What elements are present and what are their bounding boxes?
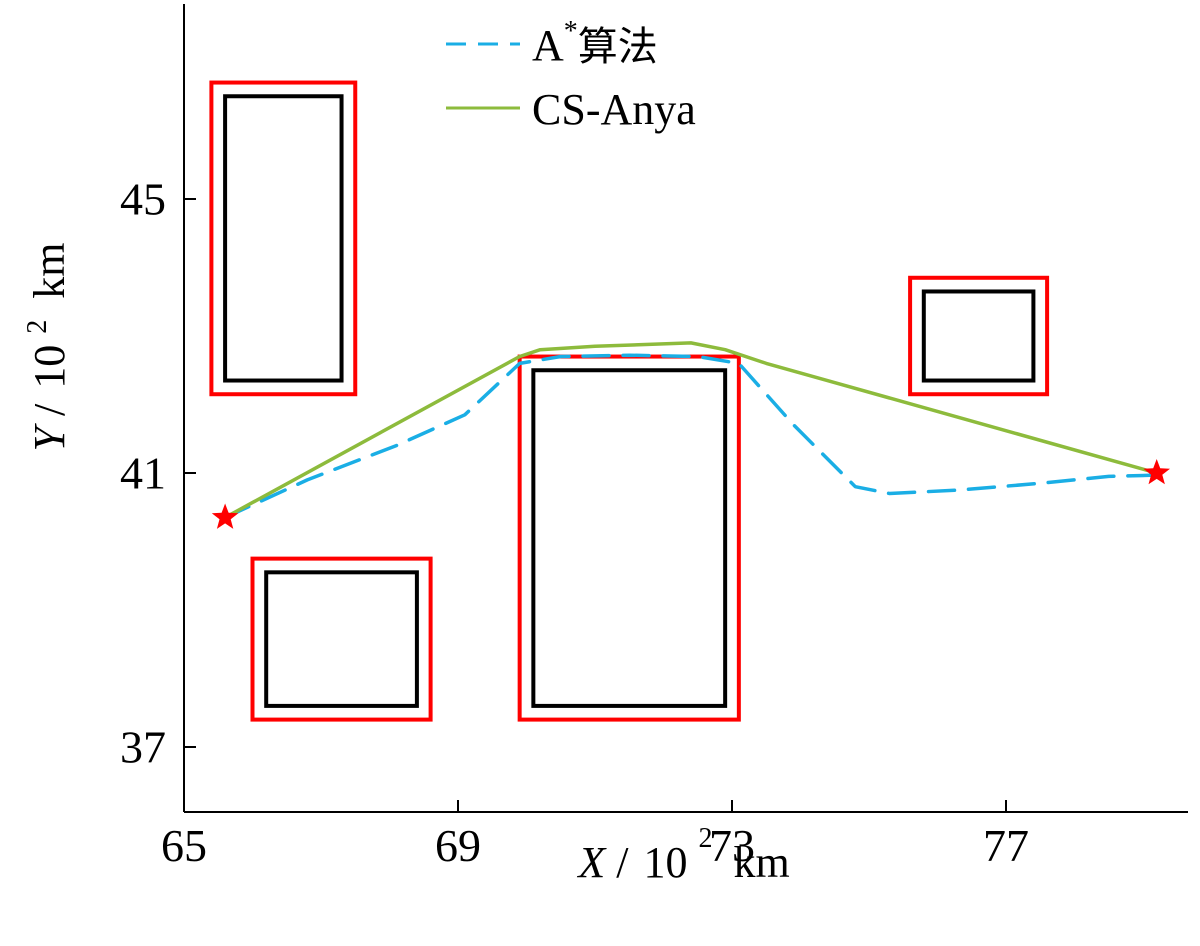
y-tick-label: 37 <box>120 722 166 773</box>
x-tick-label: 69 <box>435 820 481 871</box>
series-astar-path <box>223 353 1159 520</box>
series-layer <box>223 341 1159 520</box>
x-axis-unit: km <box>733 838 789 887</box>
legend-label-cs-anya: CS-Anya <box>532 85 696 134</box>
safety-boundary-4 <box>908 275 1050 397</box>
x-axis-label: X / 10 2 km <box>576 820 789 887</box>
y-axis-unit-base: 10 <box>25 345 74 389</box>
x-tick-label: 65 <box>161 820 207 871</box>
safety-boundary-1 <box>209 80 358 397</box>
obstacle-4 <box>921 289 1036 383</box>
safety-boundary-3 <box>517 354 741 722</box>
legend-label-astar: A*算法 <box>532 16 658 70</box>
x-axis-unit-base: 10 <box>643 838 687 887</box>
x-axis-sep: / <box>616 838 629 887</box>
start-marker <box>211 503 239 529</box>
goal-marker <box>1143 459 1170 485</box>
legend: A*算法 CS-Anya <box>446 16 696 134</box>
x-axis-unit-exp: 2 <box>698 823 712 854</box>
y-axis-sep: / <box>25 403 74 416</box>
obstacle-1 <box>223 94 344 383</box>
series-cs-anya-path <box>223 341 1159 520</box>
obstacle-3 <box>531 368 728 708</box>
obstacle-2 <box>264 570 419 708</box>
y-axis-unit: km <box>25 243 74 299</box>
marker-layer <box>211 459 1170 529</box>
safety-boundary-2 <box>250 556 433 722</box>
tick-layer: 65 69 73 77 37 41 45 <box>120 174 1029 871</box>
y-tick-label: 45 <box>120 174 166 225</box>
x-axis-var: X <box>576 838 607 887</box>
x-tick-label: 73 <box>709 820 755 871</box>
y-axis-unit-exp: 2 <box>22 320 53 334</box>
x-tick-label: 77 <box>983 820 1029 871</box>
y-axis-label: Y / 10 2 km <box>7 243 74 452</box>
y-tick-label: 41 <box>120 448 166 499</box>
obstacle-layer <box>209 80 1050 722</box>
y-axis-var: Y <box>25 422 74 451</box>
